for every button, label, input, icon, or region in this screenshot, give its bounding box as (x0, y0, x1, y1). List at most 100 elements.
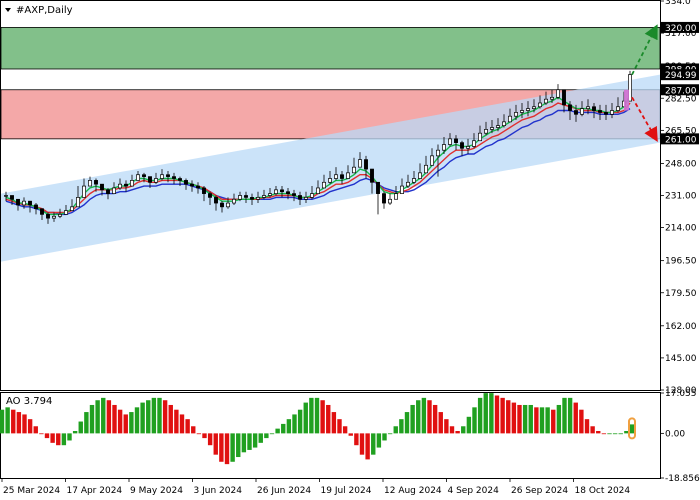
candle-body (526, 108, 530, 111)
candle-body (220, 202, 224, 208)
candle-body (544, 98, 548, 104)
ao-bar (202, 433, 207, 439)
y-tick-label: 196.50 (665, 257, 697, 267)
candle-body (442, 144, 446, 151)
candle-body (472, 140, 476, 147)
ao-bar (258, 433, 263, 443)
x-tick-label: 17 Apr 2024 (67, 486, 123, 496)
candle-body (154, 178, 158, 183)
candle-body (244, 195, 248, 198)
y-tick-label: 248.00 (665, 159, 697, 169)
trend-channel (1, 74, 660, 262)
candle (298, 191, 302, 205)
candle (394, 186, 398, 200)
candle (148, 176, 152, 188)
candle-body (82, 185, 86, 198)
ao-bar (0, 409, 5, 434)
ao-bar (78, 421, 83, 434)
x-tick-label: 25 Mar 2024 (3, 486, 60, 496)
ao-bar (61, 433, 67, 446)
ao-bar (11, 409, 16, 434)
candle (490, 119, 494, 134)
y-tick-label: 265.50 (665, 126, 697, 136)
symbol-label: #AXP,Daily (16, 5, 73, 16)
candle (472, 133, 476, 149)
price-label: 320.00 (661, 21, 699, 34)
candle (442, 136, 446, 154)
candle (76, 186, 80, 208)
ao-bar (27, 419, 33, 434)
candle-body (334, 174, 338, 179)
ao-bar (89, 404, 95, 434)
candle-body (508, 115, 512, 123)
ao-bar (573, 402, 578, 434)
candle (538, 95, 542, 109)
candle-body (148, 176, 152, 183)
y-tick-label: 334.0 (665, 0, 691, 7)
chevron-down-icon[interactable] (5, 8, 11, 12)
price-label: 261.00 (661, 133, 699, 145)
candle-body (124, 183, 128, 187)
candle-body (382, 193, 386, 204)
down-arrow (631, 96, 658, 142)
candle-body (448, 138, 452, 145)
candle (52, 212, 56, 222)
ao-bar (545, 407, 550, 434)
candle (34, 203, 38, 215)
candle (172, 172, 176, 185)
candle (262, 189, 266, 200)
ao-bar (382, 433, 387, 441)
ao-bar (269, 433, 275, 435)
ao-bar (314, 397, 320, 434)
ao-bar (241, 433, 247, 453)
ao-bar (247, 433, 252, 450)
ao-axis: 17.055 0.00 -18.856 (660, 389, 700, 484)
ao-bar (157, 397, 162, 434)
ao-bar (455, 431, 460, 434)
ao-bar (337, 419, 342, 434)
ao-bar (534, 407, 539, 434)
candle-body (358, 159, 362, 168)
candle-body (424, 164, 428, 174)
ao-bar (624, 431, 629, 434)
candle (598, 104, 602, 120)
candle-body (346, 172, 350, 179)
candle (418, 163, 422, 179)
y-tick-label: 128.00 (665, 386, 697, 396)
candle-body (340, 174, 344, 179)
y-tick-label: 214.00 (665, 224, 697, 234)
ao-bar (252, 433, 258, 448)
time-axis: 25 Mar 2024 17 Apr 2024 9 May 2024 3 Jun 20… (1, 478, 630, 496)
ao-bar (207, 433, 213, 446)
ao-bar (151, 397, 157, 434)
candle (448, 133, 452, 147)
candle (190, 180, 194, 192)
candle-body (322, 181, 326, 189)
candle (232, 193, 236, 205)
ao-bar (146, 400, 151, 434)
candle (304, 191, 308, 204)
candle-body (616, 106, 620, 111)
ao-bar (416, 400, 421, 434)
ao-bar (404, 412, 410, 434)
candle-body (604, 112, 608, 115)
ao-bar (236, 433, 241, 458)
candle (178, 176, 182, 187)
candle-body (556, 89, 560, 98)
ao-bar (39, 433, 44, 435)
candle (64, 204, 68, 215)
ao-bar (33, 426, 38, 434)
candle-body (34, 204, 38, 210)
candle (574, 104, 578, 122)
candle (376, 181, 380, 215)
candle (568, 101, 572, 120)
ao-bar (494, 395, 500, 434)
candle (40, 208, 44, 221)
ao-bar (112, 404, 117, 434)
candle-body (178, 178, 182, 181)
candle (562, 89, 566, 113)
ao-bar (466, 416, 472, 434)
ao-bar (309, 397, 314, 434)
ao-bar (213, 433, 218, 455)
candle-body (292, 193, 296, 196)
